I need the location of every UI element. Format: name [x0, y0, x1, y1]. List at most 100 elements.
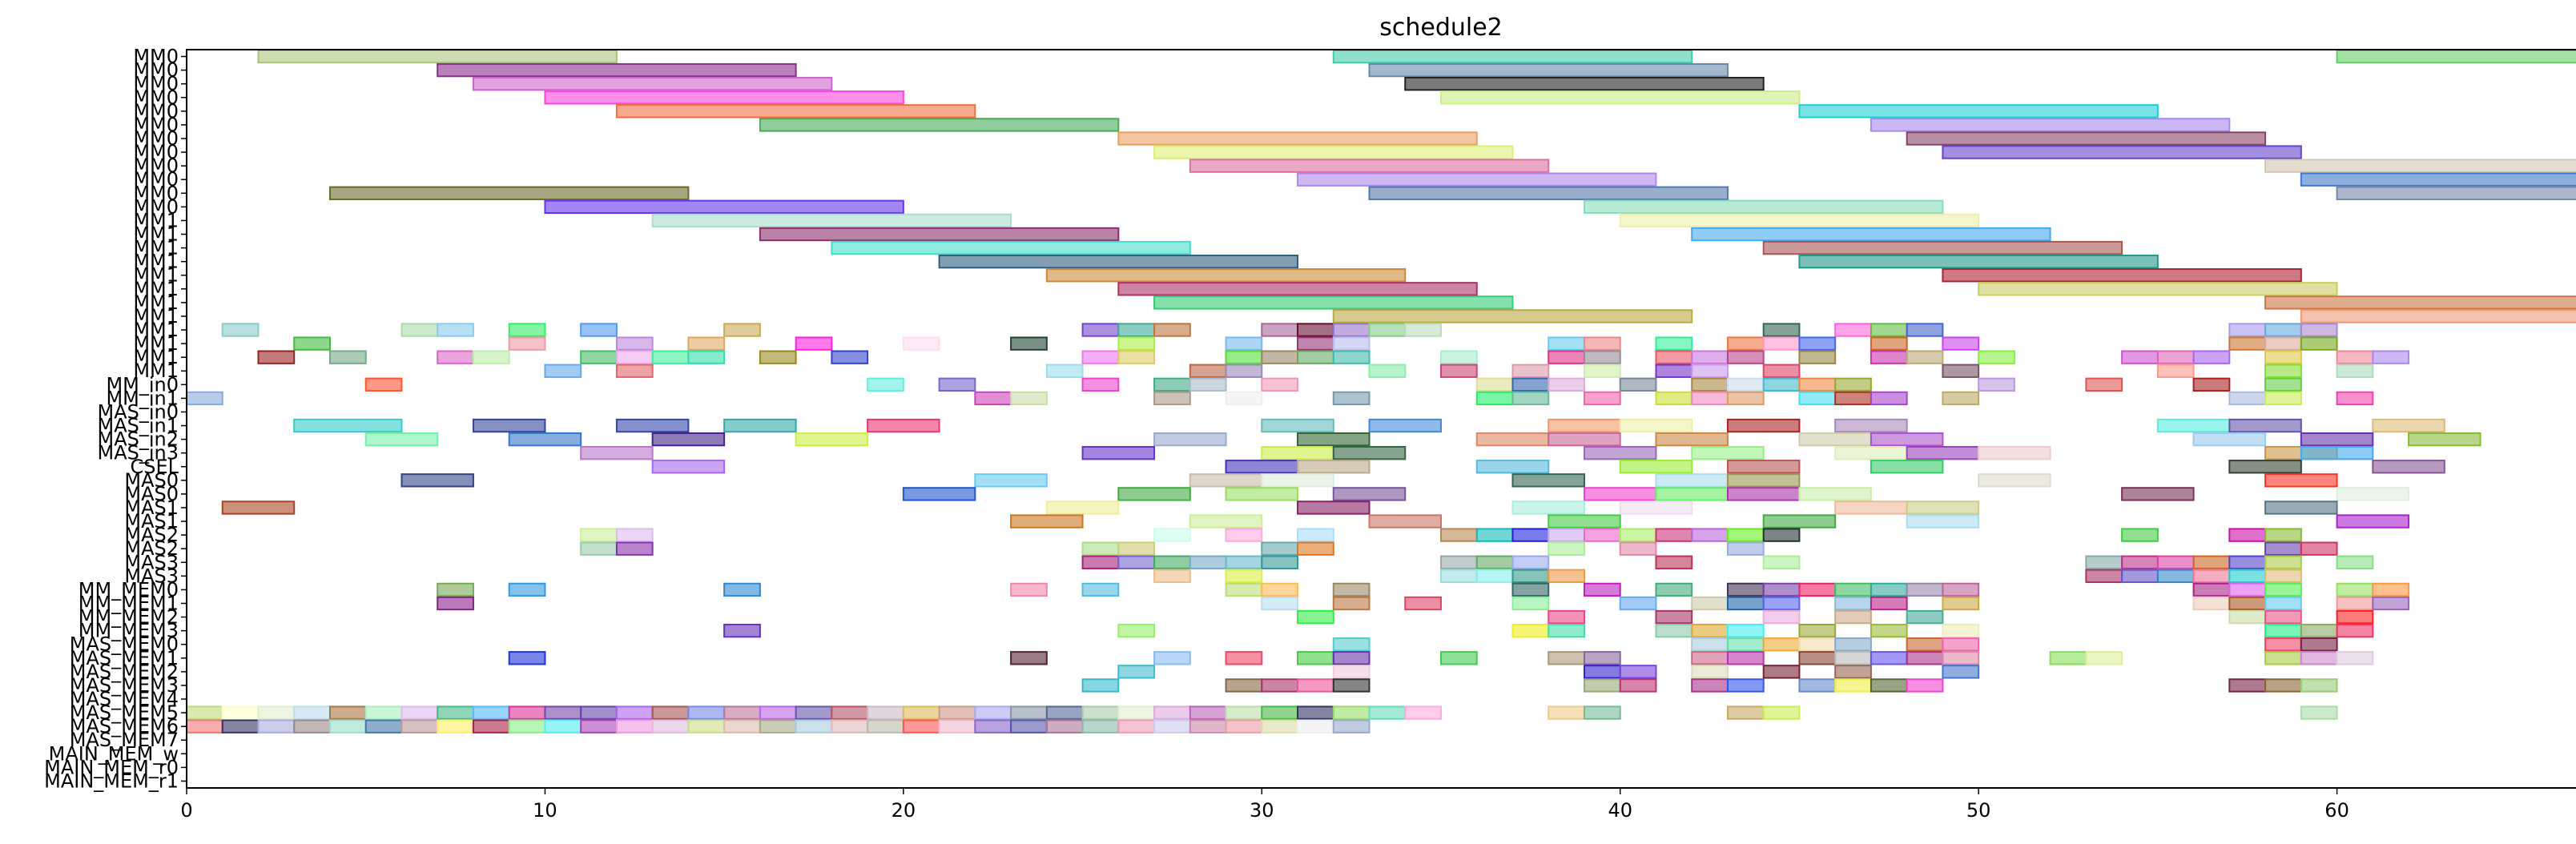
task-bar — [2264, 637, 2302, 652]
task-bar — [974, 391, 1012, 406]
task-bar — [1511, 377, 1550, 392]
task-bar — [1798, 254, 2159, 269]
task-bar — [759, 705, 797, 720]
task-bar — [1548, 528, 1585, 542]
task-bar — [795, 432, 869, 447]
y-tick-label: MM0 — [133, 86, 179, 109]
task-bar — [1368, 186, 1729, 200]
task-bar — [1225, 336, 1263, 351]
task-bar — [221, 323, 260, 337]
task-bar — [1834, 609, 1872, 625]
task-bar — [938, 377, 976, 392]
task-bar — [1368, 323, 1407, 337]
task-bar — [2121, 528, 2159, 542]
task-bar — [867, 418, 940, 433]
task-bar — [1834, 500, 1908, 515]
y-tick-label: MAS_in1 — [97, 415, 179, 437]
task-bar — [1834, 391, 1872, 406]
task-bar — [2264, 582, 2302, 597]
task-bar — [1332, 596, 1371, 611]
task-bar — [2336, 186, 2576, 200]
task-bar — [1045, 500, 1120, 515]
task-bar — [2372, 460, 2445, 474]
task-bar — [1117, 487, 1191, 501]
task-bar — [2300, 172, 2576, 187]
task-bar — [1010, 391, 1048, 406]
task-bar — [1834, 678, 1872, 693]
y-tick-label: MM0 — [133, 127, 179, 150]
task-bar — [2228, 596, 2267, 611]
task-bar — [2228, 323, 2267, 337]
task-bar — [1762, 582, 1801, 597]
y-tick-label: MAS2 — [124, 524, 179, 546]
task-bar — [1655, 528, 1693, 542]
task-bar — [1906, 500, 1980, 515]
task-bar — [1117, 282, 1478, 296]
task-bar — [1870, 651, 1908, 665]
task-bar — [1225, 391, 1263, 406]
task-bar — [1726, 637, 1765, 652]
task-bar — [1548, 541, 1585, 556]
y-tick-label: MM1 — [133, 209, 179, 231]
y-tick-label: MM1 — [133, 291, 179, 314]
task-bar — [1475, 569, 1514, 584]
task-bar — [2192, 596, 2231, 611]
task-bar — [1583, 336, 1621, 351]
task-bar — [1691, 350, 1729, 364]
y-tick-label: MM0 — [133, 155, 179, 177]
task-bar — [508, 432, 582, 447]
task-bar — [1153, 705, 1191, 720]
task-bar — [1834, 665, 1872, 679]
task-bar — [615, 418, 690, 433]
task-bar — [2192, 555, 2231, 569]
task-bar — [759, 350, 797, 364]
task-bar — [1225, 364, 1263, 378]
task-bar — [1117, 665, 1156, 679]
task-bar — [2264, 541, 2302, 556]
task-bar — [1475, 555, 1514, 569]
task-bar — [1332, 309, 1693, 324]
task-bar — [1762, 240, 2123, 255]
task-bar — [1619, 418, 1693, 433]
task-bar — [1726, 623, 1765, 638]
task-bar — [1655, 555, 1693, 569]
task-bar — [1978, 350, 2015, 364]
task-bar — [1691, 391, 1729, 406]
task-bar — [1942, 391, 1980, 406]
task-bar — [1583, 665, 1621, 679]
task-bar — [2228, 609, 2267, 625]
task-bar — [293, 705, 331, 720]
task-bar — [1261, 541, 1299, 556]
task-bar — [1691, 364, 1729, 378]
task-bar — [1153, 391, 1191, 406]
task-bar — [687, 350, 726, 364]
task-bar — [1225, 528, 1263, 542]
task-bar — [1261, 446, 1334, 460]
task-bar — [1691, 596, 1729, 611]
task-bar — [1045, 268, 1407, 283]
task-bar — [1726, 541, 1765, 556]
task-bar — [1548, 350, 1585, 364]
task-bar — [1870, 596, 1908, 611]
task-bar — [2228, 569, 2267, 584]
task-bar — [1440, 555, 1478, 569]
task-bar — [2156, 569, 2195, 584]
task-bar — [1583, 199, 1944, 215]
y-tick-label: MM0 — [133, 141, 179, 163]
task-bar — [1225, 719, 1263, 733]
task-bar — [1404, 323, 1443, 337]
task-bar — [1942, 665, 1980, 679]
task-bar — [1870, 350, 1908, 364]
task-bar — [1762, 323, 1801, 337]
task-bar — [1870, 118, 2231, 132]
y-tick-label: MAS_MEM5 — [70, 701, 179, 724]
task-bar — [902, 705, 940, 720]
task-bar — [2264, 623, 2302, 638]
y-tick-label: MAS0 — [124, 469, 179, 492]
y-tick-label: CSEL — [130, 456, 179, 478]
task-bar — [1153, 323, 1191, 337]
task-bar — [328, 186, 690, 200]
task-bar — [1153, 432, 1227, 447]
task-bar — [795, 336, 833, 351]
task-bar — [508, 705, 546, 720]
